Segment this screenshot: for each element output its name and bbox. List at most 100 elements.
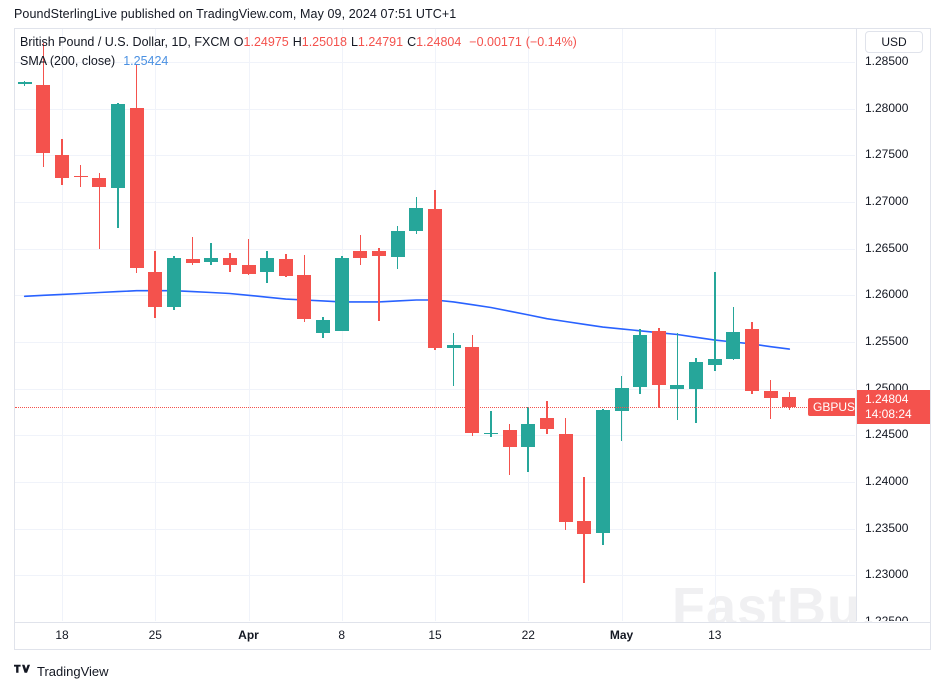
price-axis-tick: 1.27500 <box>865 147 909 162</box>
legend-indicator-value: 1.25424 <box>123 54 169 68</box>
legend-low-value: 1.24791 <box>357 35 404 49</box>
legend-high-value: 1.25018 <box>301 35 347 49</box>
candle-body <box>222 258 237 265</box>
candle-wick <box>359 234 362 265</box>
time-axis-tick: 13 <box>708 628 722 642</box>
price-axis-tick: 1.26000 <box>865 287 909 302</box>
price-axis[interactable]: 1.28500 1.28000 1.27500 1.27000 1.26500 1.260… <box>856 29 930 621</box>
candle-body <box>428 208 442 348</box>
candle-body <box>577 521 592 535</box>
candle-body <box>595 410 610 534</box>
legend-symbol-title[interactable]: British Pound / U.S. Dollar, 1D, FXCM <box>20 35 230 49</box>
last-price-badge: 1.24804 14:08:24 <box>857 389 930 424</box>
price-axis-tick: 1.27000 <box>865 194 909 208</box>
candle-body <box>670 384 685 389</box>
candle-body <box>316 319 331 333</box>
candle-wick <box>452 332 455 386</box>
tradingview-logo-icon <box>14 662 31 680</box>
candle-wick <box>98 173 101 249</box>
price-axis-tick: 1.25500 <box>865 334 909 348</box>
candle-body <box>110 104 125 188</box>
candle-body <box>483 432 498 435</box>
candle-body <box>204 258 219 262</box>
price-axis-tick: 1.26500 <box>865 240 909 255</box>
chart-plot-area[interactable]: GBPUSD <box>15 29 855 621</box>
last-price-time: 14:08:24 <box>865 406 912 421</box>
symbol-price-tag: GBPUSD <box>808 397 855 416</box>
candle-body <box>55 155 69 178</box>
candle-wick <box>713 272 716 371</box>
candle-wick <box>79 164 82 188</box>
candle-body <box>129 107 144 269</box>
candle-body <box>36 85 51 153</box>
gridline-vertical <box>249 29 250 621</box>
attribution-line: PoundSterlingLive published on TradingVi… <box>14 7 457 21</box>
candle-body <box>763 390 778 398</box>
time-axis[interactable]: 18 25 Apr 8 15 22 May 13 <box>15 622 930 649</box>
candle-body <box>521 424 536 448</box>
candle-body <box>297 274 312 319</box>
candle-body <box>726 331 741 359</box>
legend-ohlc-row: British Pound / U.S. Dollar, 1D, FXCM O1.… <box>20 34 577 51</box>
candle-body <box>502 429 517 448</box>
chart-legend: British Pound / U.S. Dollar, 1D, FXCM O1.… <box>20 34 577 70</box>
candle-body <box>745 328 760 391</box>
candle-body <box>558 434 573 523</box>
candle-body <box>92 177 107 188</box>
currency-chip[interactable]: USD <box>865 31 923 53</box>
price-axis-tick: 1.28500 <box>865 54 909 68</box>
price-axis-tick: 1.23500 <box>865 520 909 535</box>
candle-body <box>353 250 368 258</box>
legend-change-abs: −0.00171 <box>469 35 522 49</box>
candle-body <box>689 361 704 389</box>
candle-body <box>707 358 722 366</box>
candle-body <box>782 397 797 408</box>
candle-body <box>73 175 88 178</box>
time-axis-tick: May <box>609 628 634 642</box>
price-axis-tick: 1.22500 <box>865 614 909 621</box>
candle-body <box>614 387 629 412</box>
price-axis-tick: 1.24000 <box>865 474 909 488</box>
time-axis-tick: 22 <box>521 628 535 642</box>
tradingview-brand-label: TradingView <box>37 663 109 679</box>
price-axis-tick: 1.23000 <box>865 567 909 582</box>
candle-body <box>17 81 32 85</box>
candle-body <box>465 346 480 434</box>
gridline-vertical <box>528 29 529 621</box>
legend-close-value: 1.24804 <box>416 35 462 49</box>
footer: TradingView <box>14 662 109 680</box>
candle-wick <box>695 357 697 424</box>
gridline-vertical <box>62 29 63 621</box>
legend-indicator-name[interactable]: SMA (200, close) <box>20 54 116 68</box>
candle-wick <box>247 239 250 275</box>
price-axis-tick: 1.24500 <box>865 427 909 442</box>
candle-wick <box>378 247 380 321</box>
candle-body <box>390 230 405 258</box>
candle-body <box>260 258 275 272</box>
candle-wick <box>676 332 679 421</box>
time-axis-tick: 8 <box>338 628 346 642</box>
candle-body <box>334 258 349 331</box>
candle-wick <box>191 237 194 266</box>
candle-body <box>446 344 461 348</box>
candle-body <box>409 207 424 231</box>
price-axis-tick: 1.28000 <box>865 100 909 115</box>
candle-body <box>372 250 387 257</box>
gridline-vertical <box>155 29 156 621</box>
legend-change-pct: (−0.14%) <box>525 35 577 49</box>
candle-body <box>278 258 293 276</box>
legend-low-label: L <box>350 35 358 49</box>
legend-open-label: O <box>233 35 244 49</box>
time-axis-tick: 15 <box>428 628 442 642</box>
candle-body <box>241 265 256 274</box>
candle-body <box>633 334 648 387</box>
candle-wick <box>508 424 511 476</box>
candle-body <box>166 258 181 308</box>
legend-high-label: H <box>292 35 302 49</box>
candle-body <box>148 272 163 307</box>
legend-open-value: 1.24975 <box>243 35 289 49</box>
legend-indicator-row: SMA (200, close) 1.25424 <box>20 53 577 70</box>
candle-wick <box>210 243 212 265</box>
last-price-dotted-line <box>15 406 855 408</box>
last-price-value: 1.24804 <box>865 391 909 406</box>
